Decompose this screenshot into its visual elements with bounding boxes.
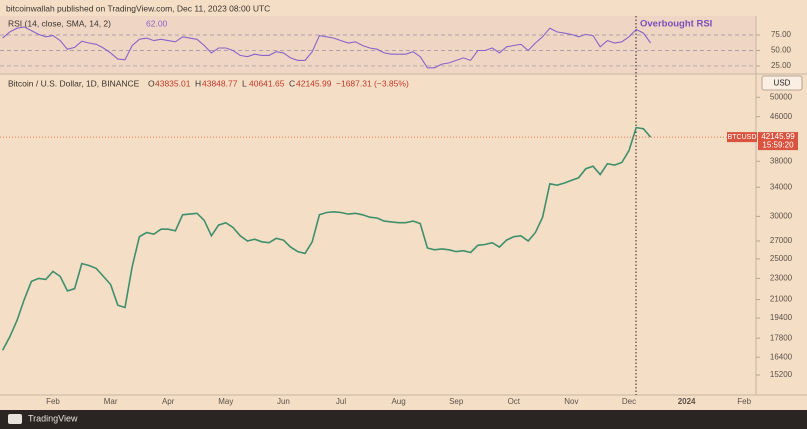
x-tick-label: Aug (391, 397, 405, 406)
currency: USD (774, 79, 791, 88)
y-tick-label: 27000 (770, 236, 793, 245)
ohlc-key: L (242, 78, 247, 88)
x-tick-label: May (218, 397, 233, 406)
y-tick-label: 25.00 (771, 61, 792, 70)
x-tick-label: 2024 (678, 397, 696, 406)
y-tick-label: 50.00 (771, 46, 792, 55)
y-tick-label: 46000 (770, 112, 793, 121)
rsi-panel (0, 16, 756, 74)
price-box (758, 132, 798, 151)
x-tick-label: Feb (737, 397, 751, 406)
x-tick-label: Apr (162, 397, 175, 406)
x-tick-label: Sep (449, 397, 464, 406)
y-tick-label: 19400 (770, 313, 793, 322)
x-tick-label: Feb (46, 397, 60, 406)
price-title: Bitcoin / U.S. Dollar, 1D, BINANCE (8, 78, 140, 88)
ohlc-value: 43835.01 (155, 78, 191, 88)
x-tick-label: Jul (336, 397, 346, 406)
y-tick-label: 25000 (770, 254, 793, 263)
y-tick-label: 34000 (770, 182, 793, 191)
x-tick-label: Dec (622, 397, 636, 406)
x-tick-label: Mar (104, 397, 118, 406)
x-tick-label: Oct (508, 397, 521, 406)
y-tick-label: 17800 (770, 333, 793, 342)
x-tick-label: Jun (277, 397, 290, 406)
ohlc-value: 42145.99 (296, 78, 332, 88)
y-tick-label: 15200 (770, 370, 793, 379)
y-tick-label: 23000 (770, 273, 793, 282)
ohlc-key: H (195, 78, 201, 88)
y-tick-label: 30000 (770, 212, 793, 221)
byline: bitcoinwallah published on TradingView.c… (6, 3, 270, 13)
y-tick-label: 75.00 (771, 30, 792, 39)
rsi-value: 62.00 (146, 18, 168, 28)
ohlc-key: C (289, 78, 295, 88)
rsi-title: RSI (14, close, SMA, 14, 2) (8, 18, 111, 28)
symbol-label: BTCUSD (728, 134, 757, 141)
y-tick-label: 38000 (770, 156, 793, 165)
x-tick-label: Nov (564, 397, 578, 406)
last-price: 42145.99 (761, 132, 795, 141)
y-tick-label: 50000 (770, 92, 793, 101)
currency-box (761, 75, 803, 91)
ohlc-value: 43848.77 (202, 78, 238, 88)
footer-logo (8, 414, 22, 424)
annotation: Overbought RSI (640, 19, 712, 30)
ohlc-key: O (148, 78, 155, 88)
series-line (2, 26, 652, 69)
footer-brand: TradingView (28, 413, 78, 423)
ohlc-value: 40641.65 (249, 78, 285, 88)
countdown: 15:59:20 (762, 141, 794, 150)
ohlc-change: −1687.31 (−3.85%) (336, 78, 409, 88)
y-tick-label: 21000 (770, 295, 793, 304)
symbol-box (727, 132, 757, 143)
series-line (1, 126, 652, 351)
footer-bar (0, 410, 807, 429)
y-tick-label: 16400 (770, 352, 793, 361)
